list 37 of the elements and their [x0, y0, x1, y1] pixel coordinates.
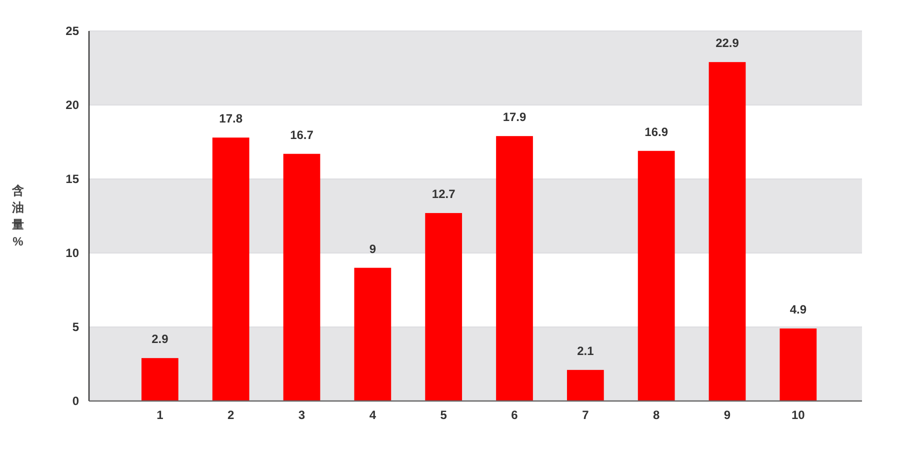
x-tick-label: 10	[791, 408, 806, 422]
data-label: 16.9	[644, 124, 668, 139]
data-label: 16.7	[290, 128, 314, 142]
bar	[425, 213, 462, 401]
x-tick-label: 3	[298, 408, 306, 422]
y-tick-label: 25	[66, 24, 80, 38]
bar	[780, 328, 817, 401]
y-tick-label: 5	[72, 320, 80, 334]
bar	[496, 136, 533, 401]
data-label: 2.1	[577, 344, 594, 358]
bar	[354, 268, 392, 401]
x-tick-label: 1	[156, 408, 164, 422]
data-label: 17.8	[219, 112, 243, 126]
bar	[212, 138, 250, 401]
x-tick-label: 5	[440, 408, 448, 422]
x-tick-label: 8	[652, 408, 660, 422]
x-tick-label: 4	[369, 408, 376, 422]
data-label: 17.9	[502, 110, 527, 124]
y-axis-title: 含油量%	[11, 184, 24, 249]
bar	[566, 370, 604, 401]
data-label: 22.9	[716, 36, 740, 50]
y-tick-label: 0	[72, 394, 80, 408]
data-label: 4.9	[790, 302, 807, 316]
data-label: 9	[369, 242, 376, 256]
x-tick-label: 2	[227, 408, 234, 422]
bar	[141, 358, 178, 401]
bar	[283, 154, 320, 401]
y-tick-label: 10	[66, 246, 80, 260]
x-tick-label: 7	[582, 408, 590, 422]
x-tick-label: 9	[724, 408, 731, 422]
data-label: 12.7	[432, 187, 456, 202]
y-tick-label: 15	[66, 172, 80, 186]
bar	[638, 150, 675, 401]
data-label: 2.9	[152, 332, 169, 346]
bar	[708, 62, 746, 401]
y-tick-label: 20	[66, 98, 80, 112]
x-tick-label: 6	[511, 408, 518, 422]
